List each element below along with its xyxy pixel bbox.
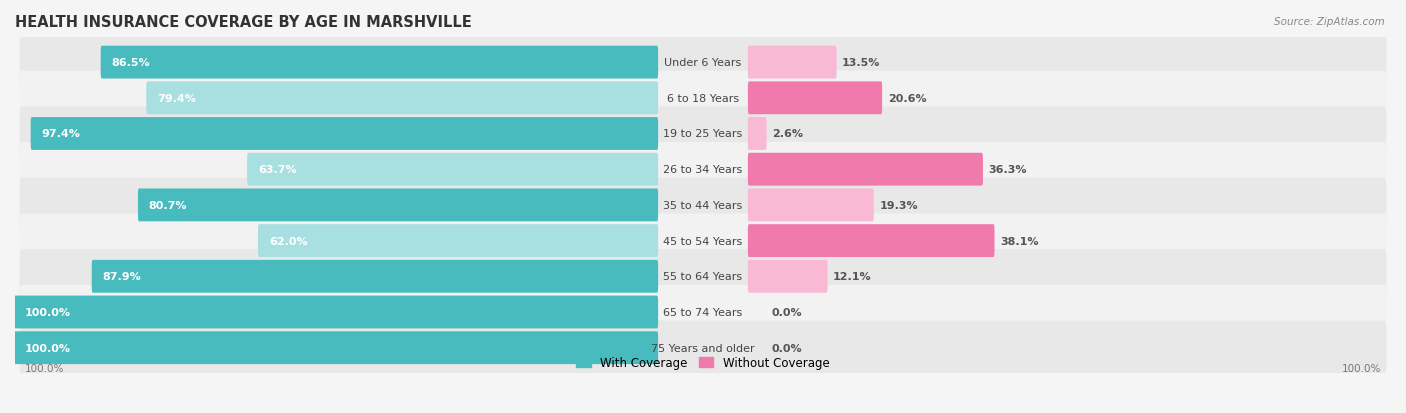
Text: 26 to 34 Years: 26 to 34 Years [664,165,742,175]
FancyBboxPatch shape [14,296,658,329]
FancyBboxPatch shape [748,118,766,151]
FancyBboxPatch shape [247,153,658,186]
Text: 87.9%: 87.9% [103,272,141,282]
Text: 65 to 74 Years: 65 to 74 Years [664,307,742,317]
FancyBboxPatch shape [20,321,1386,375]
FancyBboxPatch shape [101,47,658,79]
FancyBboxPatch shape [31,118,658,151]
Text: 79.4%: 79.4% [157,94,195,104]
FancyBboxPatch shape [748,153,983,186]
Text: 36.3%: 36.3% [988,165,1026,175]
FancyBboxPatch shape [748,189,873,222]
Text: 20.6%: 20.6% [887,94,927,104]
Text: Source: ZipAtlas.com: Source: ZipAtlas.com [1274,17,1385,26]
Text: 86.5%: 86.5% [111,58,150,68]
Text: 80.7%: 80.7% [149,200,187,210]
Text: 13.5%: 13.5% [842,58,880,68]
Text: 100.0%: 100.0% [25,307,70,317]
Text: 12.1%: 12.1% [834,272,872,282]
FancyBboxPatch shape [20,71,1386,126]
Text: 55 to 64 Years: 55 to 64 Years [664,272,742,282]
Text: 19 to 25 Years: 19 to 25 Years [664,129,742,139]
Text: 100.0%: 100.0% [1341,363,1381,373]
FancyBboxPatch shape [20,214,1386,268]
Text: 100.0%: 100.0% [25,363,65,373]
FancyBboxPatch shape [20,285,1386,339]
FancyBboxPatch shape [14,332,658,364]
FancyBboxPatch shape [20,143,1386,197]
Text: 62.0%: 62.0% [269,236,308,246]
FancyBboxPatch shape [20,36,1386,90]
Text: 19.3%: 19.3% [879,200,918,210]
Text: 2.6%: 2.6% [772,129,803,139]
FancyBboxPatch shape [20,178,1386,233]
Text: HEALTH INSURANCE COVERAGE BY AGE IN MARSHVILLE: HEALTH INSURANCE COVERAGE BY AGE IN MARS… [15,15,472,30]
Text: 63.7%: 63.7% [257,165,297,175]
Legend: With Coverage, Without Coverage: With Coverage, Without Coverage [572,351,834,374]
Text: 45 to 54 Years: 45 to 54 Years [664,236,742,246]
FancyBboxPatch shape [146,82,658,115]
FancyBboxPatch shape [20,107,1386,161]
Text: 100.0%: 100.0% [25,343,70,353]
FancyBboxPatch shape [748,225,994,257]
FancyBboxPatch shape [748,47,837,79]
Text: 6 to 18 Years: 6 to 18 Years [666,94,740,104]
FancyBboxPatch shape [138,189,658,222]
Text: 0.0%: 0.0% [772,343,803,353]
Text: 0.0%: 0.0% [772,307,803,317]
FancyBboxPatch shape [91,260,658,293]
FancyBboxPatch shape [748,260,828,293]
Text: 35 to 44 Years: 35 to 44 Years [664,200,742,210]
FancyBboxPatch shape [748,82,882,115]
FancyBboxPatch shape [259,225,658,257]
Text: 75 Years and older: 75 Years and older [651,343,755,353]
Text: 38.1%: 38.1% [1000,236,1039,246]
Text: 97.4%: 97.4% [42,129,80,139]
Text: Under 6 Years: Under 6 Years [665,58,741,68]
FancyBboxPatch shape [20,249,1386,304]
